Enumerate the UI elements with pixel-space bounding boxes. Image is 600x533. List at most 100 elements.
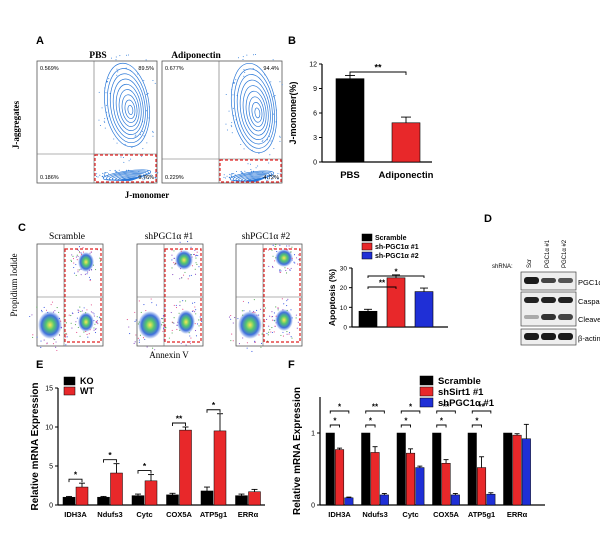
- scatter-dot: [253, 54, 255, 56]
- scatter-dot: [104, 175, 106, 177]
- scatter-dot: [106, 81, 108, 83]
- scatter-dot: [171, 332, 173, 334]
- scatter-dot: [271, 265, 274, 268]
- band-caspase-1: [541, 297, 556, 303]
- legend-swatch: [361, 233, 373, 242]
- scatter-dot: [282, 331, 284, 333]
- contour-ring: [127, 178, 134, 181]
- legend-swatch: [419, 397, 434, 408]
- scatter-dot: [154, 177, 156, 179]
- scatter-dot: [125, 170, 127, 172]
- scatter-dot: [286, 300, 288, 302]
- significance-bracket: [206, 409, 221, 413]
- scatter-dot: [41, 309, 43, 311]
- scatter-dot: [146, 346, 148, 348]
- scatter-dot: [73, 267, 75, 269]
- x-category-label: PBS: [340, 170, 360, 181]
- scatter-dot: [93, 327, 95, 329]
- scatter-dot: [77, 309, 79, 311]
- scatter-dot: [277, 173, 279, 175]
- significance-label: **: [372, 403, 379, 412]
- scatter-dot: [116, 171, 118, 173]
- annexin-xlabel: Annexin V: [149, 350, 189, 360]
- legend-label: Scramble: [438, 376, 481, 387]
- x-category-label: ATP5g1: [200, 510, 227, 519]
- flow-plot-adiponectin: 0.677% 94.4% 0.229% 4.72%: [161, 53, 283, 184]
- scatter-dot: [115, 171, 117, 173]
- scatter-dot: [72, 255, 74, 257]
- scatter-dot: [168, 337, 170, 339]
- scatter-dot: [195, 309, 197, 311]
- scatter-dot: [270, 174, 272, 176]
- legend-swatch: [419, 386, 434, 397]
- scatter-dot: [133, 342, 135, 345]
- scatter-dot: [36, 336, 38, 338]
- scatter-dot: [288, 245, 290, 247]
- scatter-dot: [233, 82, 235, 84]
- scatter-dot: [194, 302, 196, 304]
- significance-bracket: [68, 478, 83, 483]
- bar-series1-3: [441, 462, 451, 506]
- scatter-dot: [47, 311, 49, 314]
- scatter-dot: [274, 245, 276, 247]
- chart-e-mrna-ko-wt: 0 5 10 15 Relative mRNA Expression * IDH3A * Ndu…: [30, 376, 265, 519]
- scatter-dot: [184, 271, 186, 273]
- scatter-dot: [87, 336, 89, 338]
- scatter-dot: [291, 337, 293, 339]
- scatter-dot: [190, 254, 192, 256]
- scatter-dot: [162, 328, 165, 330]
- scatter-dot: [110, 57, 112, 59]
- scatter-dot: [93, 329, 95, 331]
- scatter-dot: [262, 172, 264, 174]
- scatter-dot: [185, 300, 187, 302]
- scatter-dot: [145, 110, 147, 112]
- scatter-dot: [78, 251, 81, 253]
- y-tick-label: 0: [343, 325, 347, 332]
- scatter-dot: [257, 165, 259, 167]
- legend-label: sh-PGC1α #1: [375, 244, 419, 251]
- contour-ring: [242, 85, 269, 136]
- gate-box-adiponectin: [219, 159, 282, 183]
- significance-bracket: [365, 424, 376, 428]
- scatter-dot: [171, 249, 173, 251]
- scatter-dot: [99, 257, 101, 259]
- scatter-dot: [161, 318, 163, 320]
- scatter-dot: [290, 251, 292, 253]
- scatter-dot: [268, 265, 270, 267]
- scatter-dot: [196, 263, 198, 265]
- scatter-dot: [291, 246, 293, 248]
- scatter-dot: [191, 265, 193, 267]
- bar-series2-5: [521, 438, 531, 506]
- scatter-dot: [251, 170, 253, 172]
- scatter-dot: [233, 176, 235, 178]
- scatter-dot: [258, 153, 260, 155]
- bar-apoptosis-1: [386, 277, 406, 328]
- scatter-dot: [282, 309, 284, 311]
- scatter-dot: [253, 299, 255, 301]
- scatter-dot: [108, 115, 110, 117]
- scatter-dot: [268, 331, 270, 333]
- scatter-dot: [68, 314, 70, 316]
- scatter-dot: [150, 298, 152, 300]
- contour-ring: [121, 94, 138, 123]
- scatter-dot: [126, 319, 128, 321]
- scatter-dot: [71, 254, 73, 256]
- scatter-dot: [261, 333, 263, 335]
- scatter-dot: [279, 135, 281, 137]
- scatter-dot: [275, 109, 277, 111]
- quadrant-ll-adiponectin: 0.229%: [165, 175, 184, 181]
- bar-apoptosis-2: [414, 291, 434, 328]
- scatter-dot: [256, 179, 258, 181]
- y-tick-label: 6: [313, 111, 317, 118]
- scatter-dot: [271, 327, 273, 329]
- dot-cloud-shpgc1a-2: [228, 244, 301, 353]
- scatter-dot: [238, 343, 241, 345]
- y-tick-label: 30: [340, 266, 348, 273]
- scatter-dot: [123, 161, 125, 163]
- panel-letter-d: D: [484, 213, 492, 225]
- scatter-dot: [60, 320, 62, 322]
- scatter-dot: [134, 320, 136, 323]
- scatter-dot: [171, 259, 173, 261]
- scatter-dot: [235, 171, 237, 173]
